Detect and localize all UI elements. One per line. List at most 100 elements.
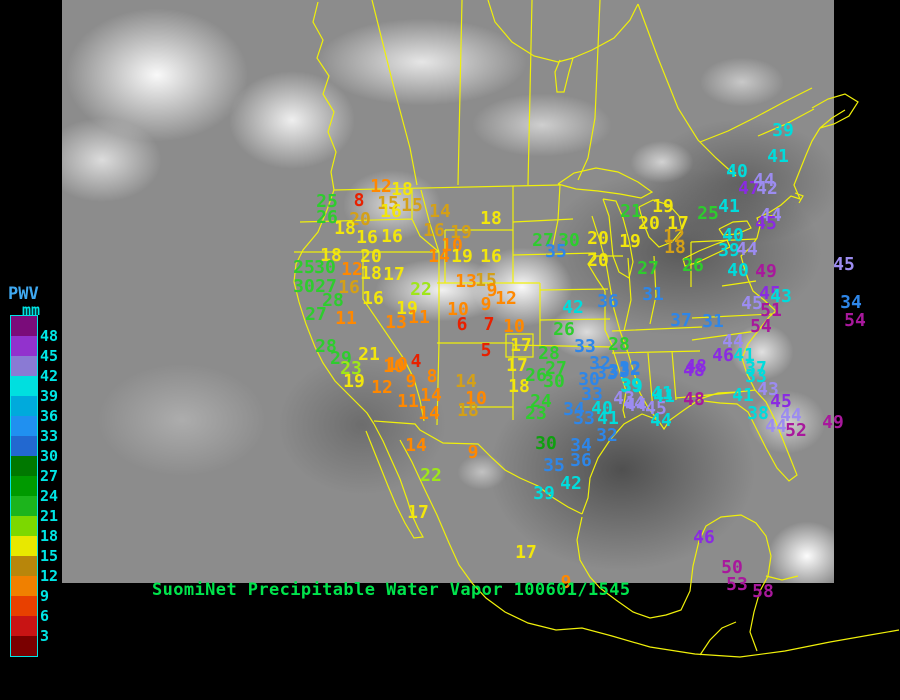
station-pwv-value: 34 [563,399,585,420]
station-pwv-value: 14 [455,371,477,392]
station-pwv-value: 10 [465,388,487,409]
station-pwv-value: 9 [486,280,498,301]
station-pwv-value: 48 [683,360,705,381]
station-pwv-value: 11 [335,308,357,329]
station-pwv-value: 22 [420,465,442,486]
station-pwv-value: 25 [697,203,719,224]
station-pwv-value: 16 [380,201,402,222]
station-pwv-value: 40 [727,260,749,281]
station-pwv-value: 34 [840,292,862,313]
station-pwv-value: 17 [407,502,429,523]
station-pwv-value: 8 [353,190,365,211]
legend-title: PWV [8,284,39,304]
station-pwv-value: 33 [596,363,618,384]
station-pwv-value: 35 [545,241,567,262]
station-pwv-value: 18 [320,245,342,266]
legend-color-block [11,376,37,396]
station-pwv-value: 31 [642,284,664,305]
station-pwv-value: 45 [759,283,781,304]
station-pwv-value: 19 [451,246,473,267]
legend-color-block [11,336,37,356]
station-pwv-value: 12 [341,259,363,280]
station-pwv-value: 48 [685,356,707,377]
station-pwv-value: 25 [316,191,338,212]
station-pwv-value: 49 [822,412,844,433]
station-pwv-value: 28 [538,343,560,364]
station-pwv-value: 14 [420,385,442,406]
station-pwv-value: 16 [480,246,502,267]
station-pwv-value: 16 [356,227,378,248]
legend-color-block [11,456,37,476]
station-pwv-value: 14 [429,201,451,222]
station-pwv-value: 11 [408,307,430,328]
legend-tick-label: 39 [40,387,59,405]
legend-tick-label: 12 [40,567,59,585]
station-pwv-value: 45 [645,398,667,419]
station-pwv-value: 26 [682,255,704,276]
station-pwv-value: 20 [360,246,382,267]
legend-tick-label: 18 [40,527,59,545]
station-pwv-value: 39 [621,376,643,397]
station-pwv-value: 9 [480,294,492,315]
station-pwv-value: 33 [574,336,596,357]
legend-color-block [11,396,37,416]
station-pwv-value: 45 [755,213,777,234]
legend-color-block [11,616,37,636]
station-pwv-value: 41 [767,146,789,167]
station-pwv-value: 6 [456,314,468,335]
station-pwv-value: 10 [441,235,463,256]
station-pwv-value: 13 [385,312,407,333]
station-pwv-value: 30 [543,371,565,392]
legend-color-block [11,516,37,536]
station-pwv-value: 18 [508,376,530,397]
station-pwv-value: 27 [305,304,327,325]
legend-tick-label: 36 [40,407,59,425]
station-pwv-value: 5 [480,340,492,361]
image-caption: SuomiNet Precipitable Water Vapor 100601… [152,580,631,600]
station-pwv-value: 44 [780,405,802,426]
station-pwv-value: 20 [349,209,371,230]
station-pwv-value: 33 [581,384,603,405]
station-pwv-value: 12 [663,226,685,247]
station-pwv-value: 43 [770,286,792,307]
station-pwv-value: 21 [620,201,642,222]
station-pwv-value: 40 [722,225,744,246]
station-pwv-value: 48 [683,389,705,410]
legend-tick-label: 48 [40,327,59,345]
station-pwv-value: 34 [570,435,592,456]
station-pwv-value: 12 [371,377,393,398]
station-pwv-value: 11 [397,391,419,412]
station-pwv-value: 32 [619,359,641,380]
station-pwv-value: 46 [712,345,734,366]
station-pwv-value: 45 [770,391,792,412]
legend-color-block [11,316,37,336]
station-pwv-value: 16 [423,220,445,241]
station-pwv-value: 27 [545,358,567,379]
station-pwv-value: 41 [597,408,619,429]
legend-color-block [11,536,37,556]
station-pwv-value: 46 [693,527,715,548]
station-pwv-value: 12 [370,176,392,197]
station-pwv-value: 18 [391,179,413,200]
station-pwv-value: 30 [293,276,315,297]
station-pwv-value: 45 [741,293,763,314]
station-pwv-value: 32 [596,425,618,446]
station-pwv-value: 9 [405,371,417,392]
station-pwv-value: 28 [608,334,630,355]
station-pwv-value: 41 [733,345,755,366]
station-pwv-value: 18 [457,400,479,421]
station-pwv-value: 51 [760,300,782,321]
station-pwv-value: 10 [383,356,405,377]
legend-tick-label: 15 [40,547,59,565]
station-pwv-value: 41 [651,383,673,404]
station-pwv-value: 27 [315,276,337,297]
station-pwv-value: 44 [736,239,758,260]
station-pwv-value: 23 [525,403,547,424]
station-pwv-value: 22 [410,279,432,300]
station-pwv-value: 29 [330,348,352,369]
station-pwv-value: 41 [732,385,754,406]
satellite-imagery [62,0,834,583]
station-pwv-value: 40 [726,161,748,182]
station-pwv-value: 30 [314,257,336,278]
